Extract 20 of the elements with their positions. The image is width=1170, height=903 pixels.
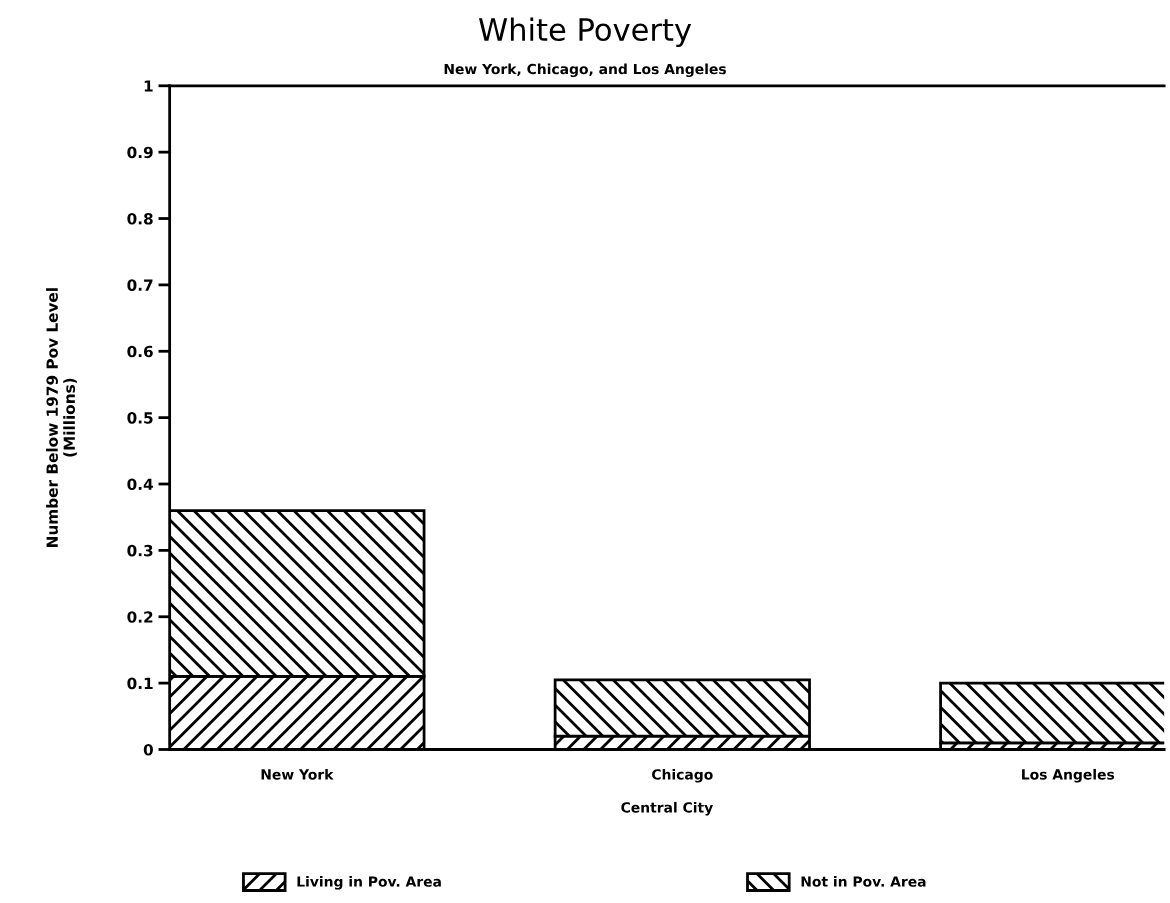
y-tick-label: 0	[143, 743, 153, 756]
y-tick-label: 0.5	[127, 412, 153, 424]
legend-label: Living in Pov. Area	[297, 876, 441, 890]
y-tick-label: 0.6	[127, 345, 153, 358]
y-tick-label: 0.7	[127, 279, 153, 291]
y-tick-label: 0.3	[127, 544, 153, 557]
y-tick-label: 0.4	[127, 478, 153, 491]
y-tick-label: 1	[144, 80, 153, 92]
y-axis-title: Number Below 1979 Pov Level (Millions)	[46, 288, 77, 547]
chart-title: White Poverty	[478, 17, 692, 47]
y-tick-label: 0.8	[127, 212, 153, 225]
y-tick-label: 0.1	[127, 677, 153, 690]
x-axis-title: Central City	[621, 801, 713, 816]
x-tick-label: Los Angeles	[1022, 768, 1115, 783]
chart-subtitle: New York, Chicago, and Los Angeles	[444, 63, 726, 78]
y-tick-label: 0.9	[127, 146, 153, 159]
x-tick-label: New York	[261, 768, 334, 780]
legend-label: Not in Pov. Area	[801, 876, 926, 887]
x-tick-label: Chicago	[652, 768, 713, 783]
y-tick-label: 0.2	[127, 611, 153, 623]
